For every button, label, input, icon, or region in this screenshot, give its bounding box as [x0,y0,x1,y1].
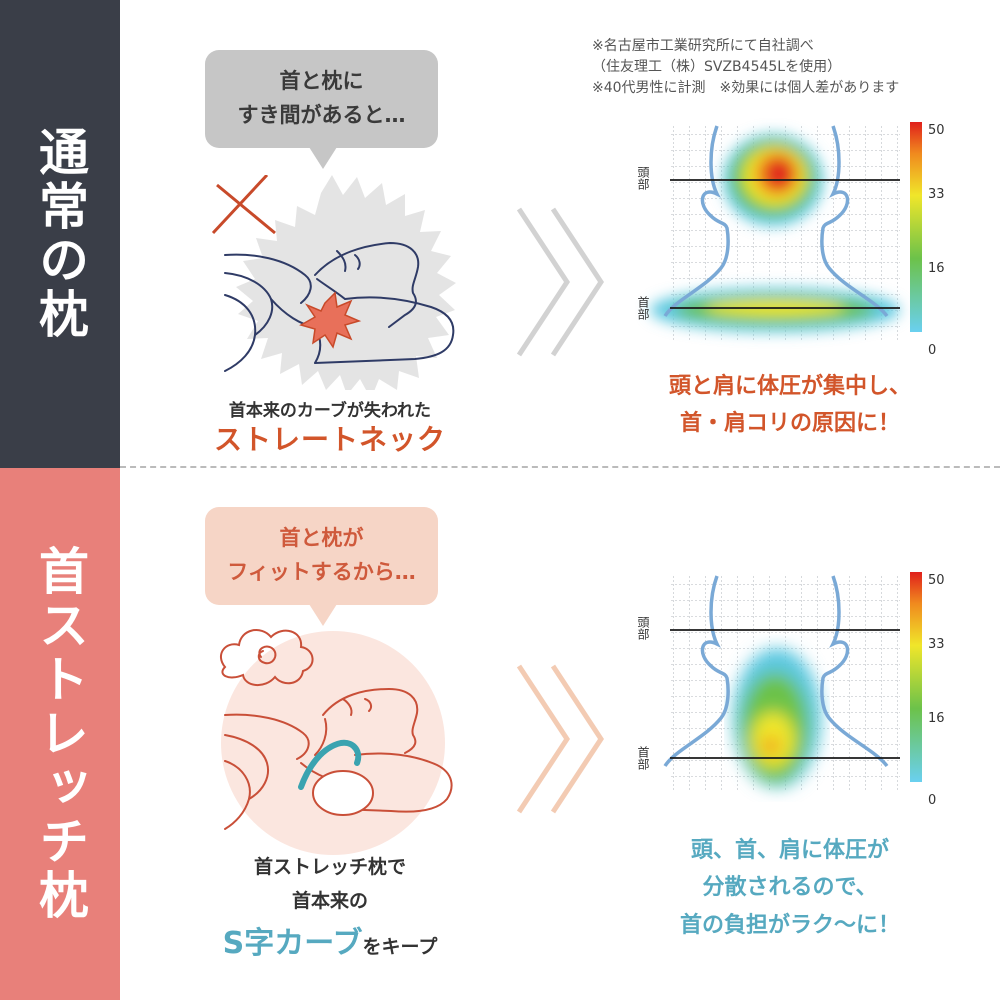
head-outline [663,125,889,318]
relaxed-person-lines [224,687,453,830]
scale-label-16: 16 [928,711,945,726]
straight-neck-caption: 首本来のカーブが失われた [228,401,432,421]
scale-label-16: 16 [928,261,945,276]
s-curve-illustration [220,629,453,855]
side-label-normal-pillow: 通常の枕 [0,0,120,468]
scale-label-33: 33 [928,637,945,652]
side-label-neck-stretch-pillow: 首ストレッチ枕 [0,468,120,1000]
result-line: 分散されるので、 [702,875,878,901]
chevron-right-icon [516,664,604,814]
head-outline [663,575,889,768]
scale-label-50: 50 [928,123,945,138]
measurement-note: ※名古屋市工業研究所にて自社調べ （住友理工（株）SVZB4545Lを使用） ※… [592,38,900,96]
result-line: 頭、首、肩に体圧が [690,838,889,863]
cross-mark-icon [211,175,276,235]
pressure-blobs-stretch [733,648,821,788]
chevron-right-icon [516,207,604,357]
spiky-burst-background [236,175,456,390]
pressure-blobs-normal [650,134,900,332]
speech-bubble-gap: 首と枕に すき間があると… [205,50,438,148]
head-label: 頭部 [636,616,650,640]
scale-label-0: 0 [928,793,936,808]
result-text-stretch: 頭、首、肩に体圧が 分散されるので、 首の負担がラク〜に！ [620,832,960,944]
result-line: 頭と肩に体圧が集中し、 [668,374,911,399]
neck-pain-burst-icon [299,291,362,349]
head-label: 頭部 [636,166,650,190]
stretch-caption-line3: S字カーブをキープ [180,918,480,962]
speech-bubble-gap-text: 首と枕に すき間があると… [237,69,406,127]
result-text-normal: 頭と肩に体圧が集中し、 首・肩コリの原因に！ [620,368,960,443]
speech-bubble-tail [309,147,337,169]
speech-bubble-tail [309,604,337,626]
straight-neck-heading: ストレートネック [213,423,446,456]
result-line: 首の負担がラク〜に！ [679,912,900,938]
result-line: 首・肩コリの原因に！ [679,411,900,437]
scale-label-50: 50 [928,573,945,588]
neck-label: 首部 [636,296,650,320]
pressure-color-scale [910,122,922,332]
comfort-cloud-icon [220,629,314,686]
stretch-caption-line2: 首本来の [291,890,368,912]
stretch-caption-line1: 首ストレッチ枕で [253,856,406,878]
straight-neck-illustration [211,175,456,390]
speech-bubble-fit-text: 首と枕が フィットするから… [227,526,416,584]
neck-roll-pillow-icon [312,770,374,816]
scale-label-0: 0 [928,343,936,358]
side-label-normal-text: 通常の枕 [31,126,89,342]
speech-bubble-fit: 首と枕が フィットするから… [205,507,438,605]
section-divider [120,466,1000,468]
neck-label: 首部 [636,746,650,770]
stretch-caption-suffix: をキープ [362,936,438,958]
pressure-heatmap-stretch: 頭部 首部 50 33 16 0 [636,572,945,808]
s-curve-neck-icon [298,739,362,790]
pressure-heatmap-normal: 頭部 首部 50 33 16 0 [636,122,945,358]
scale-label-33: 33 [928,187,945,202]
pressure-color-scale [910,572,922,782]
s-curve-highlight: S字カーブ [222,926,363,961]
side-label-stretch-text: 首ストレッチ枕 [31,545,89,923]
